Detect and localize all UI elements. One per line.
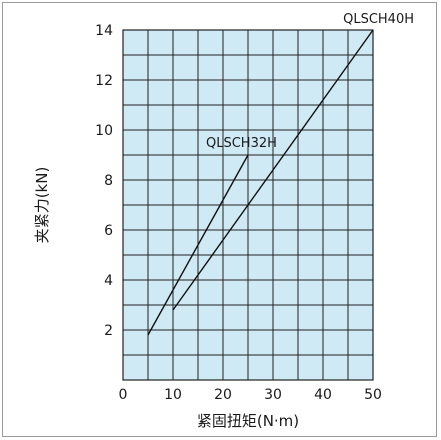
- y-tick-label: 10: [95, 123, 113, 139]
- series-label: QLSCH40H: [343, 12, 414, 27]
- plot-border: [122, 29, 374, 381]
- x-tick-label: 20: [214, 387, 232, 403]
- series-line: [172, 29, 374, 311]
- tick-labels: 0 10 20 30 40 50 2 4 6 8 10 12 14: [95, 23, 382, 403]
- y-tick-label: 6: [104, 223, 113, 239]
- series-label: QLSCH32H: [206, 136, 277, 151]
- x-tick-label: 10: [164, 387, 182, 403]
- y-tick-label: 8: [104, 173, 113, 189]
- y-tick-label: 14: [95, 23, 113, 39]
- chart-frame: [2, 2, 437, 437]
- y-tick-label: 2: [104, 323, 113, 339]
- y-tick-label: 4: [104, 273, 113, 289]
- x-tick-label: 30: [264, 387, 282, 403]
- x-tick-label: 40: [314, 387, 332, 403]
- x-tick-label: 50: [364, 387, 382, 403]
- y-tick-label: 12: [95, 73, 113, 89]
- x-tick-label: 0: [119, 387, 128, 403]
- series-lines: QLSCH32H QLSCH40H: [147, 12, 414, 336]
- y-axis-label: 夹紧力(kN): [33, 167, 51, 244]
- x-axis-label: 紧固扭矩(N·m): [197, 412, 299, 430]
- series-line: [147, 154, 249, 336]
